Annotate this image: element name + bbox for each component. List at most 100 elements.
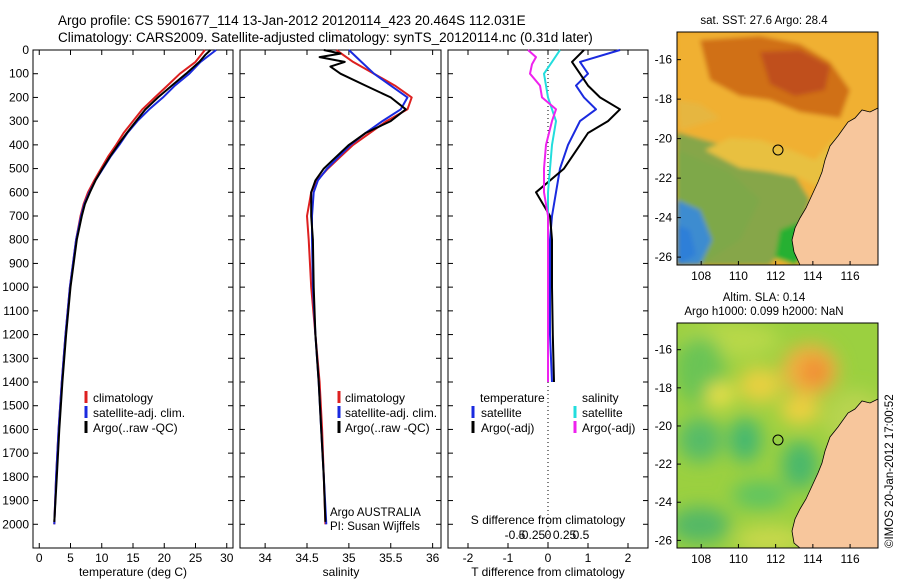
sla-map-frame	[676, 322, 879, 549]
temperature-plot-frame	[32, 49, 234, 549]
salinity-xtick-label: 36	[426, 551, 440, 565]
sst-map-ytick-label: -22	[655, 171, 673, 185]
temperature-ytick-label: 1700	[2, 446, 29, 460]
header-title-line2: Climatology: CARS2009. Satellite-adjuste…	[58, 30, 593, 45]
temperature-ytick-label: 1800	[2, 470, 29, 484]
sla-map-xtick-label: 112	[766, 552, 785, 566]
temperature-xtick-label: 5	[67, 551, 74, 565]
difference-t-label: T difference from climatology	[471, 565, 625, 579]
temperature-xtick-label: 30	[220, 551, 234, 565]
sst-map-title: sat. SST: 27.6 Argo: 28.4	[700, 15, 828, 27]
temperature-ytick-label: 100	[9, 67, 29, 81]
sla-map-ytick-label: -22	[655, 457, 673, 471]
difference-xtick-label: 1	[585, 551, 592, 565]
temperature-legend-satellite: satellite-adj. clim.	[93, 406, 185, 420]
salinity-series-argo	[310, 49, 407, 522]
sla-map-ytick-label: -20	[655, 419, 673, 433]
temperature-legend: climatology satellite-adj. clim. Argo(..…	[84, 391, 185, 435]
salinity-legend: climatology satellite-adj. clim. Argo(..…	[337, 391, 437, 435]
sst-map-xtick-label: 114	[803, 269, 822, 283]
salinity-x-ticks: 34 34.5 35 35.5 36	[258, 50, 440, 565]
temperature-legend-climatology: climatology	[93, 391, 153, 405]
difference-y-ticks	[448, 49, 648, 525]
salinity-legend-climatology: climatology	[345, 391, 405, 405]
temperature-lines	[53, 49, 217, 525]
salinity-legend-satellite: satellite-adj. clim.	[345, 406, 437, 420]
salinity-annotation-pi: PI: Susan Wijffels	[330, 521, 420, 533]
difference-series-argo	[535, 49, 621, 383]
sst-map-xtick-label: 112	[766, 269, 785, 283]
difference-panel: -2 -1 0 1 2 -0.5-0.25 0 0.250.5 S difference f…	[447, 49, 649, 579]
difference-s-label: S difference from climatology	[471, 513, 626, 527]
sst-map-ytick-label: -20	[655, 132, 673, 146]
temperature-ytick-label: 0	[22, 43, 29, 57]
temperature-ytick-label: 600	[9, 185, 29, 199]
sla-map-ticks: 108 110 112 114 116 -16 -18 -20 -22 -24 -26	[655, 343, 860, 566]
sst-map-ticks: 108 110 112 114 116 -16 -18 -20 -22 -24 -26	[655, 53, 860, 283]
sla-map: Altim. SLA: 0.14 Argo h1000: 0.099 h2000…	[655, 292, 879, 566]
sla-map-title-line1: Altim. SLA: 0.14	[723, 292, 806, 304]
sla-map-xtick-label: 114	[803, 552, 822, 566]
difference-legend-salinity-title: salinity	[582, 391, 619, 405]
difference-series-sal_argo	[527, 49, 557, 382]
temperature-xtick-label: 25	[189, 551, 203, 565]
watermark: ©IMOS 20-Jan-2012 17:00:52	[884, 394, 896, 548]
sst-map-ytick-label: -16	[655, 53, 673, 67]
sst-map-xtick-label: 108	[691, 269, 711, 283]
difference-legend-sal-argo: Argo(-adj)	[582, 421, 635, 435]
temperature-xtick-label: 20	[158, 551, 172, 565]
sst-map-xtick-label: 116	[841, 269, 860, 283]
sst-map-argo-marker	[772, 144, 784, 156]
temperature-ytick-label: 1200	[2, 328, 29, 342]
sst-map-field	[677, 32, 878, 265]
temperature-ytick-label: 2000	[2, 517, 29, 531]
temperature-series-argo	[53, 49, 212, 522]
temperature-xtick-label: 10	[95, 551, 109, 565]
temperature-xtick-label: 15	[126, 551, 140, 565]
salinity-legend-argo: Argo(..raw -QC)	[345, 421, 430, 435]
difference-legend-temp-argo: Argo(-adj)	[481, 421, 534, 435]
difference-lines	[527, 49, 621, 383]
temperature-ytick-label: 1500	[2, 399, 29, 413]
sla-map-ytick-label: -24	[655, 495, 673, 509]
temperature-ytick-label: 300	[9, 114, 29, 128]
temperature-ytick-label: 500	[9, 162, 29, 176]
sla-map-xtick-label: 110	[729, 552, 748, 566]
salinity-annotation-argo: Argo AUSTRALIA	[330, 507, 421, 519]
temperature-ytick-label: 1900	[2, 494, 29, 508]
temperature-xtick-label: 0	[36, 551, 43, 565]
difference-stick-label: 0.5	[573, 528, 590, 542]
sla-map-xtick-label: 116	[841, 552, 860, 566]
difference-stick-label: -0.5	[505, 528, 526, 542]
sla-map-xtick-label: 108	[691, 552, 711, 566]
sst-map-ytick-label: -26	[655, 250, 673, 264]
difference-x-ticks: -2 -1 0 1 2	[463, 50, 632, 565]
sla-map-title-line2: Argo h1000: 0.099 h2000: NaN	[684, 306, 843, 318]
sla-map-ytick-label: -16	[655, 343, 673, 357]
difference-legend-temp-satellite: satellite	[481, 406, 522, 420]
temperature-ytick-label: 400	[9, 138, 29, 152]
temperature-ytick-label: 1600	[2, 422, 29, 436]
temperature-ytick-label: 1400	[2, 375, 29, 389]
sla-map-landmass	[791, 398, 878, 548]
salinity-xtick-label: 35.5	[379, 551, 403, 565]
temperature-ytick-label: 900	[9, 256, 29, 270]
difference-legend: temperature satellite Argo(-adj) salinit…	[471, 391, 635, 435]
sst-map-ytick-label: -18	[655, 92, 673, 106]
difference-salinity-ticks: -0.5-0.25 0 0.250.5	[505, 528, 590, 542]
sst-map: sat. SST: 27.6 Argo: 28.4 108 110 112 114 11…	[655, 15, 879, 283]
sla-map-ytick-label: -18	[655, 381, 673, 395]
temperature-legend-argo: Argo(..raw -QC)	[93, 421, 178, 435]
difference-legend-sal-satellite: satellite	[582, 406, 623, 420]
sla-map-argo-marker	[772, 434, 784, 446]
difference-xtick-label: -1	[503, 551, 514, 565]
salinity-plot-frame	[239, 49, 442, 549]
temperature-ytick-label: 800	[9, 233, 29, 247]
difference-stick-label: 0.25	[553, 528, 577, 542]
sst-map-xtick-label: 110	[729, 269, 748, 283]
temperature-panel: 0100200300400500600700800900100011001200…	[2, 43, 233, 579]
temperature-ytick-label: 1300	[2, 351, 29, 365]
sla-map-ytick-label: -26	[655, 533, 673, 547]
header-title-line1: Argo profile: CS 5901677_114 13-Jan-2012…	[58, 13, 526, 28]
